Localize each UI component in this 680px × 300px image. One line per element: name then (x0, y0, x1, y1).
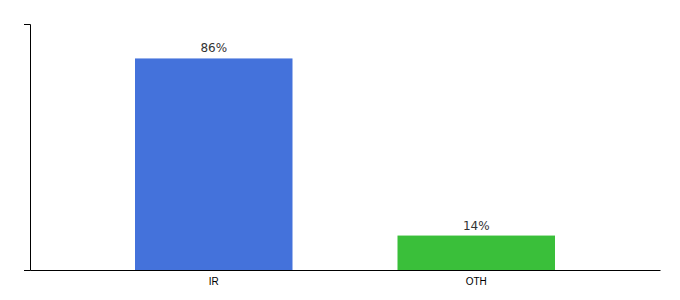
bar (135, 58, 293, 270)
data-labels: 86% 14% (200, 41, 489, 232)
x-tick-label: IR (209, 276, 219, 287)
y-axis-line (24, 25, 31, 271)
y-axis (24, 25, 31, 271)
data-label: 86% (200, 41, 227, 55)
data-label: 14% (463, 219, 490, 233)
x-tick: OTH (466, 270, 487, 287)
x-tick-label: OTH (466, 276, 487, 287)
chart: IR OTH 86% 14% (0, 0, 680, 300)
x-axis: IR OTH (31, 270, 661, 287)
bars (135, 58, 555, 270)
x-tick: IR (209, 270, 219, 287)
plot: IR OTH 86% 14% (24, 25, 661, 288)
x-axis-line (31, 270, 661, 271)
bar (398, 236, 556, 270)
